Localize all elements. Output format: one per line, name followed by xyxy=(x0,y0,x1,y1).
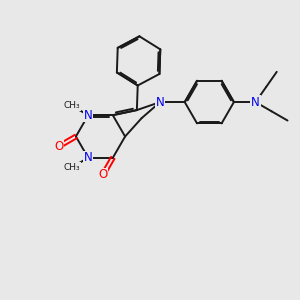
Text: N: N xyxy=(251,96,260,109)
Text: N: N xyxy=(84,151,93,164)
Text: CH₃: CH₃ xyxy=(64,101,80,110)
Text: O: O xyxy=(98,168,108,181)
Text: N: N xyxy=(156,96,164,109)
Text: O: O xyxy=(54,140,64,153)
Text: CH₃: CH₃ xyxy=(64,163,80,172)
Text: N: N xyxy=(84,109,93,122)
